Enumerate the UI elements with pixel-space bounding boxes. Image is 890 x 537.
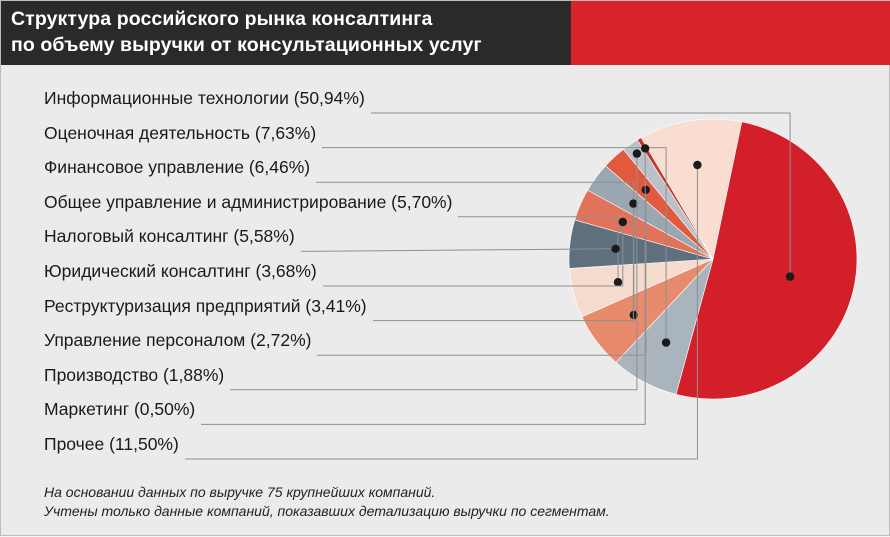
footnote-line2: Учтены только данные компаний, показавши…	[44, 503, 610, 519]
leader-dot	[613, 278, 623, 287]
leader-dot	[785, 272, 795, 281]
leader-dot	[632, 149, 642, 158]
slice-label: Налоговый консалтинг (5,58%)	[44, 226, 295, 247]
chart-title-line1: Структура российского рынка консалтинга	[11, 8, 433, 30]
leader-dot	[618, 217, 627, 227]
slice-label: Производство (1,88%)	[44, 364, 225, 385]
slice-label: Прочее (11,50%)	[44, 434, 179, 454]
leader-line	[373, 203, 634, 322]
leader-dot	[693, 160, 702, 170]
leader-line	[322, 147, 667, 343]
slice-label: Реструктуризация предприятий (3,41%)	[44, 295, 367, 316]
leader-line	[371, 112, 791, 277]
leader-dot	[629, 199, 638, 208]
header-accent	[571, 1, 890, 65]
slice-label: Информационные технологии (50,94%)	[44, 88, 365, 108]
leader-line	[300, 248, 616, 252]
slice-label: Финансовое управление (6,46%)	[44, 157, 311, 178]
leader-line	[185, 165, 698, 460]
slice-label: Оценочная деятельность (7,63%)	[44, 122, 317, 143]
pie-slice	[675, 121, 858, 400]
leader-dot	[641, 144, 650, 153]
leader-dot	[611, 244, 620, 253]
chart-title-line2: по объему выручки от консультационных ус…	[11, 34, 482, 56]
leader-line	[323, 222, 624, 287]
leader-dot	[661, 338, 671, 347]
leader-line	[458, 216, 619, 283]
slice-label: Общее управление и администрирование (5,…	[44, 191, 453, 212]
leader-line	[201, 148, 646, 425]
header-bar: Структура российского рынка консалтинга …	[1, 1, 890, 65]
leader-line	[317, 189, 647, 356]
slice-label: Юридический консалтинг (3,68%)	[44, 261, 317, 281]
footnote-line1: На основании данных по выручке 75 крупне…	[44, 484, 436, 500]
leader-dot	[641, 185, 650, 194]
slice-label: Маркетинг (0,50%)	[44, 399, 196, 420]
leader-line	[230, 153, 638, 391]
slice-label: Управление персоналом (2,72%)	[44, 330, 312, 351]
